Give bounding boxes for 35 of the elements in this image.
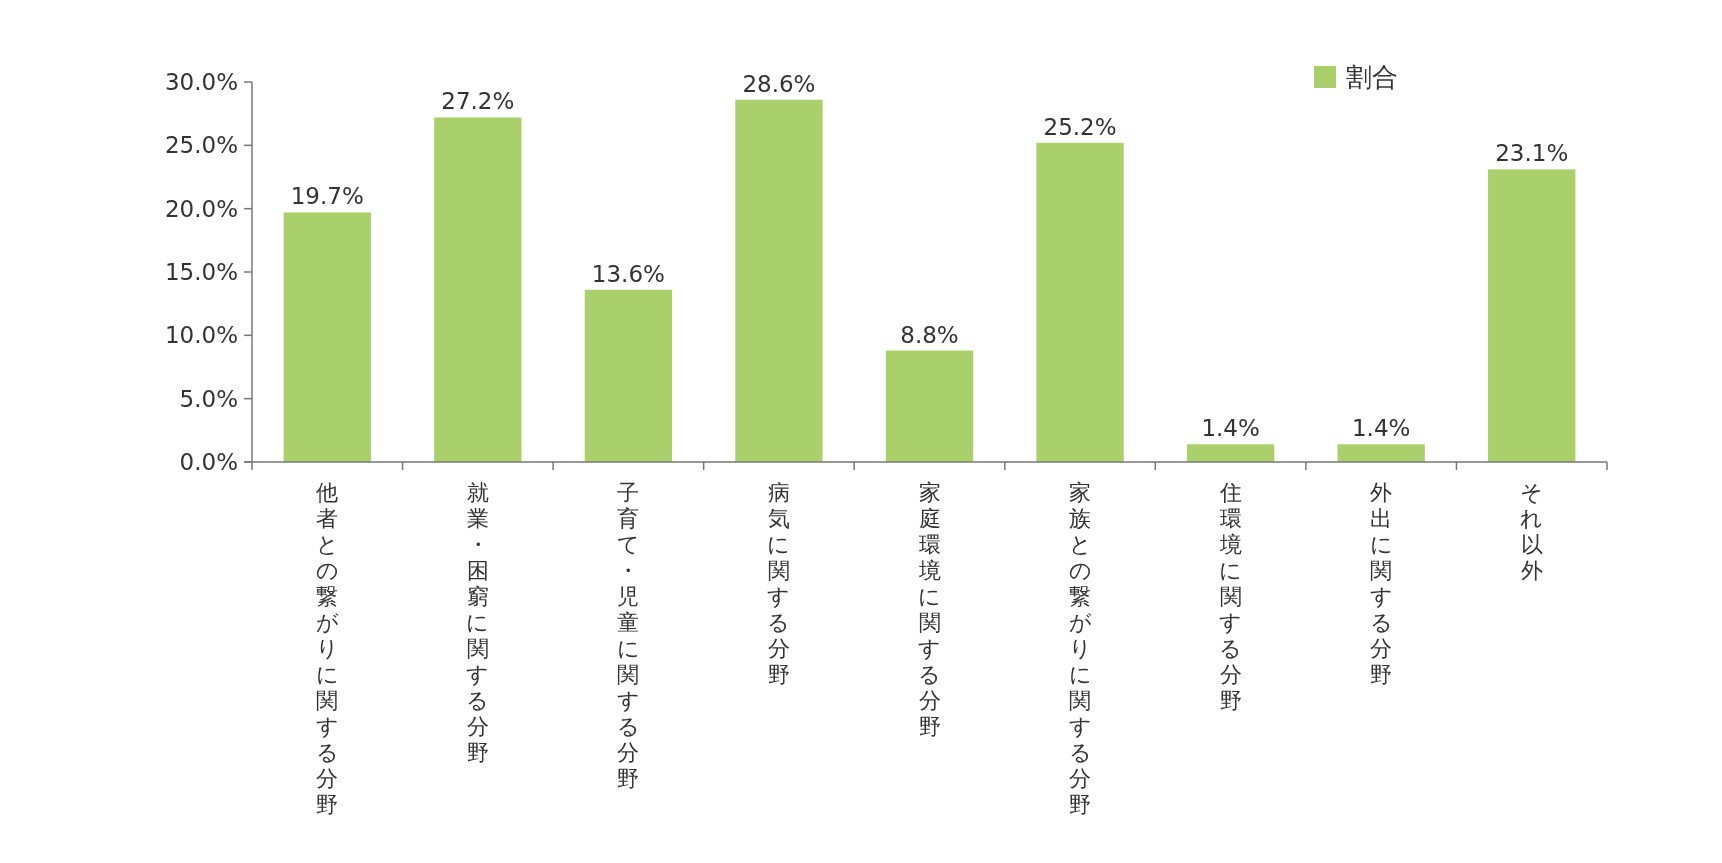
data-label: 13.6% (591, 260, 665, 287)
category-label: 住環境に関する分野 (1219, 480, 1243, 713)
y-tick-label: 30.0% (164, 69, 238, 95)
legend-label: 割合 (1346, 62, 1398, 92)
category-label: 家庭環境に関する分野 (918, 480, 941, 739)
x-tick-label: それ以外 (1520, 480, 1544, 583)
data-label: 1.4% (1201, 415, 1260, 442)
y-tick-label: 10.0% (164, 322, 238, 349)
bar (885, 350, 974, 462)
data-label: 25.2% (1043, 113, 1117, 140)
y-tick-label: 15.0% (164, 259, 238, 285)
data-label: 1.4% (1351, 415, 1411, 442)
data-label: 19.7% (290, 183, 364, 210)
data-label: 23.1% (1495, 140, 1569, 167)
x-tick-label: 病気に関する分野 (767, 480, 791, 687)
category-label: 家族との繋がりに関する分野 (1068, 480, 1092, 817)
bar (434, 117, 522, 462)
data-label: 8.8% (900, 321, 959, 348)
bar (283, 212, 371, 462)
bar (584, 289, 673, 462)
bar (735, 99, 823, 462)
data-label: 28.6% (742, 70, 816, 97)
category-label: 就業・困窮に関する分野 (466, 480, 490, 765)
data-label: 27.2% (441, 88, 515, 115)
y-tick-label: 20.0% (164, 195, 238, 222)
bar (1488, 169, 1576, 462)
category-label: 子育て・児童に関する分野 (616, 480, 640, 791)
x-tick-label: 外出に関する分野 (1369, 480, 1393, 687)
bar (1036, 142, 1124, 462)
y-tick-label: 0.0% (179, 449, 238, 475)
bar (1186, 444, 1275, 462)
category-label: 他者との繋がりに関する分野 (315, 480, 339, 817)
y-tick-label: 25.0% (164, 132, 238, 159)
bar (1337, 444, 1425, 462)
y-tick-label: 5.0% (179, 385, 238, 412)
